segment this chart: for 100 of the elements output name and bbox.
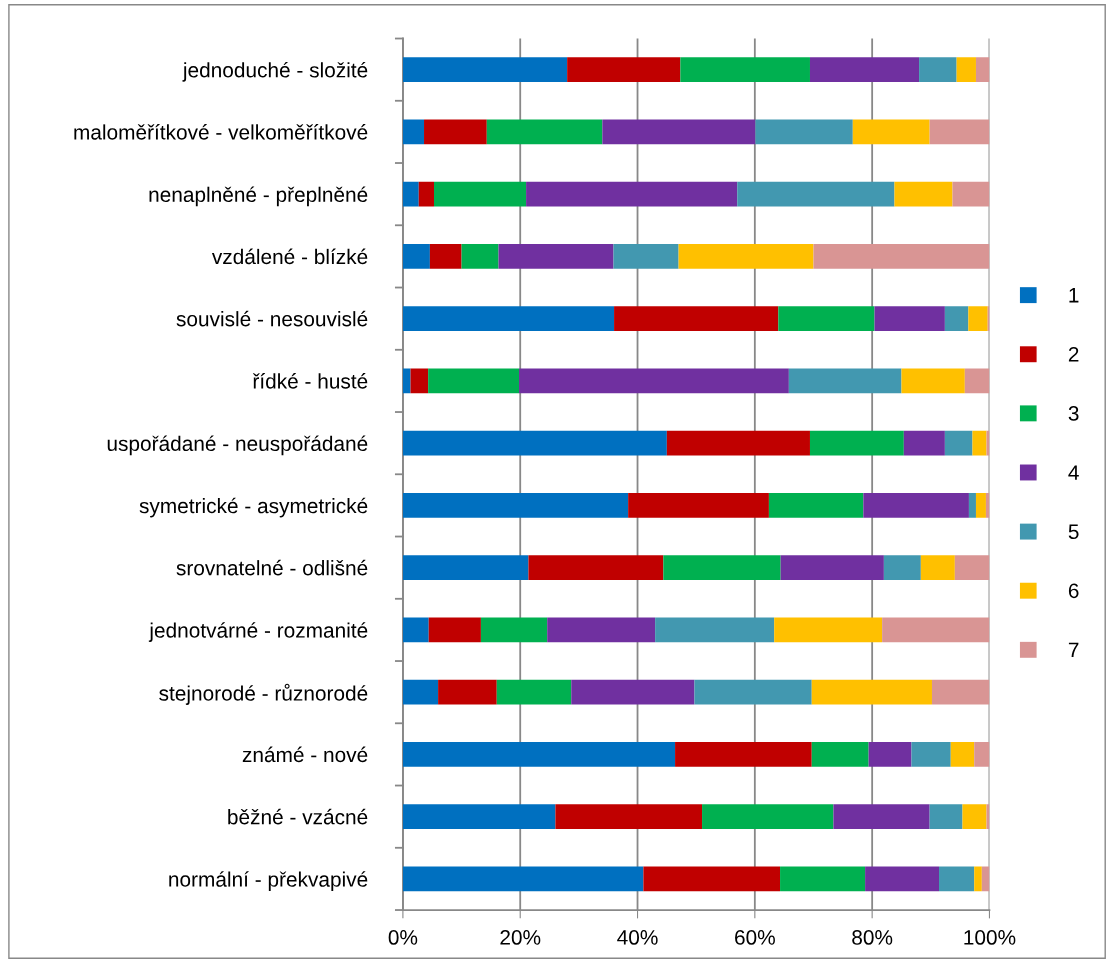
bar: [944, 306, 969, 332]
bar: [402, 741, 676, 767]
bar: [424, 119, 487, 145]
bar: [964, 368, 990, 394]
bar: [774, 617, 883, 643]
bar: [962, 804, 987, 830]
bar: [954, 555, 990, 581]
bar: [956, 57, 976, 83]
y-tick-label: vzdálené - blízké: [211, 248, 368, 265]
y-tick-label: souvislé - nesouvislé: [176, 310, 368, 327]
bar: [418, 181, 434, 207]
bar: [874, 306, 945, 332]
bar: [809, 430, 904, 456]
bar: [811, 741, 869, 767]
bar: [809, 57, 920, 83]
y-tick-label: uspořádané - neuspořádané: [107, 435, 368, 456]
legend-label: 7: [1068, 642, 1079, 658]
bar: [429, 243, 462, 269]
bar: [702, 804, 834, 830]
bar: [402, 430, 667, 456]
bar: [788, 368, 902, 394]
bar: [480, 617, 548, 643]
x-tick-label: 60%: [735, 930, 775, 945]
y-tick-label: řídké - husté: [252, 373, 368, 389]
bar: [968, 492, 976, 518]
bar: [428, 617, 481, 643]
bar: [428, 368, 520, 394]
x-tick-label: 80%: [852, 930, 893, 945]
bar: [402, 492, 629, 518]
x-tick-label: 100%: [964, 930, 1016, 945]
bar: [555, 804, 703, 830]
bar: [655, 617, 775, 643]
bar: [929, 804, 963, 830]
bar: [694, 679, 812, 705]
bar: [547, 617, 656, 643]
bar: [950, 741, 975, 767]
bar: [675, 741, 812, 767]
legend-label: 1: [1069, 288, 1079, 303]
bar: [974, 866, 982, 892]
bar: [678, 243, 814, 269]
bar: [519, 368, 789, 394]
bar: [975, 492, 986, 518]
bar: [402, 555, 529, 581]
bar: [410, 368, 429, 394]
bar: [567, 57, 681, 83]
legend-label: 4: [1068, 465, 1079, 480]
bar: [929, 119, 990, 145]
bar: [755, 119, 853, 145]
bar: [974, 741, 990, 767]
bar: [571, 679, 695, 705]
bar: [780, 555, 884, 581]
bar: [939, 866, 975, 892]
y-tick-label: jednoduché - složité: [182, 61, 368, 82]
x-tick-label: 0%: [388, 930, 418, 945]
bar: [778, 306, 875, 332]
bar: [931, 679, 990, 705]
bar: [402, 804, 556, 830]
bar: [486, 119, 603, 145]
bar: [944, 430, 973, 456]
bar: [737, 181, 895, 207]
bar: [865, 866, 940, 892]
bar: [528, 555, 664, 581]
bar: [952, 181, 990, 207]
bar: [768, 492, 864, 518]
bar: [883, 555, 921, 581]
bar: [496, 679, 572, 705]
bar: [919, 57, 957, 83]
bar: [402, 57, 568, 83]
bar: [402, 368, 411, 394]
bar: [901, 368, 965, 394]
bar: [911, 741, 951, 767]
y-tick-label: nenaplněné - přeplněné: [149, 186, 368, 207]
legend-label: 3: [1068, 406, 1079, 421]
bar: [680, 57, 810, 83]
bar: [863, 492, 969, 518]
legend-label: 6: [1068, 583, 1079, 599]
bar: [614, 306, 779, 332]
bar: [613, 243, 679, 269]
bar: [643, 866, 781, 892]
bar: [438, 679, 497, 705]
bar: [852, 119, 930, 145]
bar: [402, 181, 419, 207]
bar: [602, 119, 756, 145]
bar: [628, 492, 769, 518]
bar: [402, 243, 430, 269]
y-tick-label: maloměřítkové - velkoměřítkové: [74, 124, 368, 140]
bar: [402, 617, 429, 643]
x-tick-label: 40%: [617, 930, 658, 945]
bar: [780, 866, 866, 892]
y-tick-label: jednotvárné - rozmanité: [148, 622, 368, 642]
bar: [402, 866, 644, 892]
legend-label: 5: [1068, 524, 1079, 540]
bar: [402, 119, 425, 145]
bar: [461, 243, 499, 269]
bar: [972, 430, 987, 456]
bar: [981, 866, 990, 892]
bar: [433, 181, 527, 207]
bar: [920, 555, 955, 581]
bar: [402, 306, 615, 332]
y-tick-label: srovnatelné - odlišné: [176, 559, 368, 576]
